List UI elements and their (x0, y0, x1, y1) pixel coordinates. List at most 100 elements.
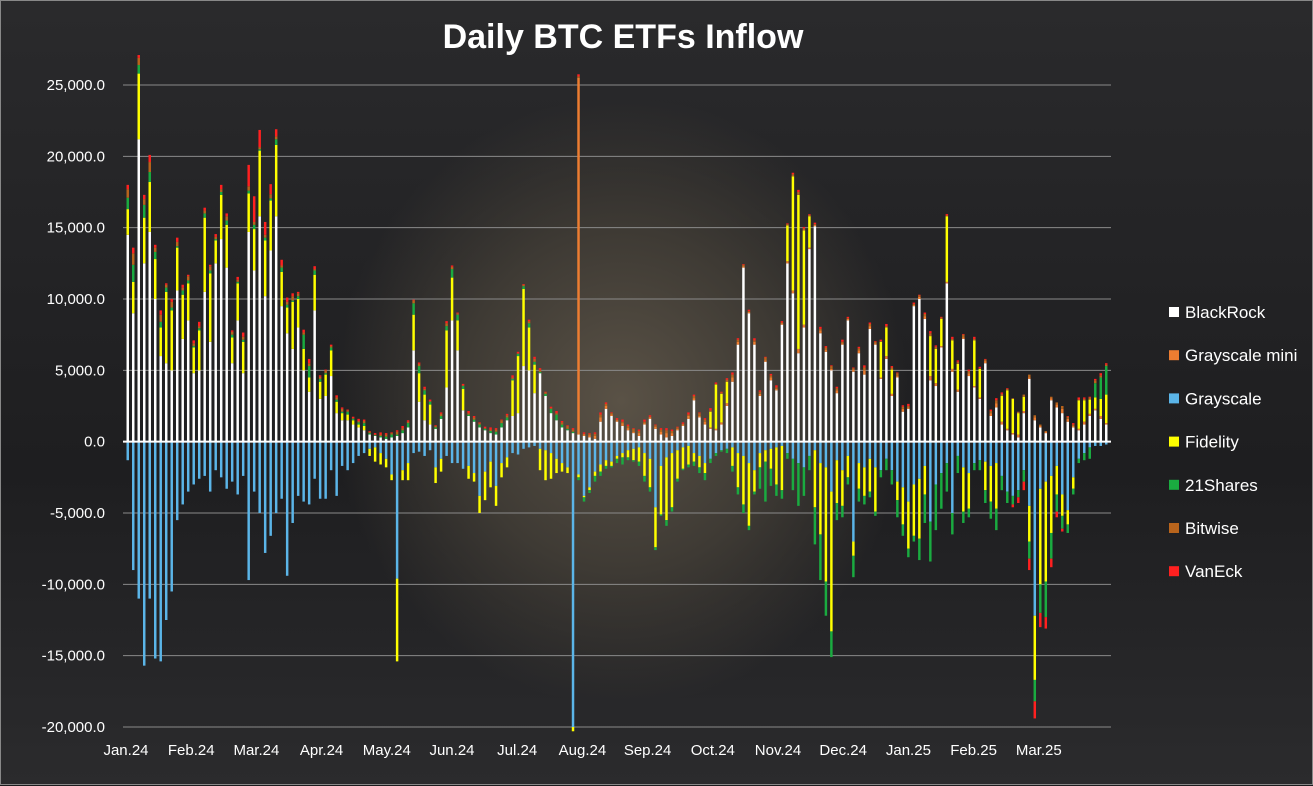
x-tick-label: Oct.24 (691, 742, 735, 759)
bar-segment (951, 371, 954, 442)
bar-segment (720, 392, 723, 394)
bar-segment (599, 414, 602, 418)
bar-segment (940, 317, 943, 319)
bar-segment (368, 448, 371, 456)
bar-segment (984, 461, 987, 491)
bar-segment (351, 418, 355, 421)
bar-segment (1022, 396, 1026, 411)
bar-segment (390, 432, 393, 434)
bar-segment (962, 333, 965, 335)
bar-segment (747, 441, 751, 464)
bar-segment (159, 310, 162, 315)
bar-segment (1061, 413, 1064, 442)
bar-segment (604, 406, 608, 409)
bar-segment (593, 433, 597, 436)
bar-segment (780, 322, 784, 324)
bar-segment (885, 327, 888, 357)
bar-segment (401, 430, 404, 434)
bar-segment (384, 441, 388, 459)
bar-segment (1050, 398, 1053, 401)
bar-segment (588, 437, 591, 442)
bar-segment (615, 455, 619, 459)
x-tick-label: Jan.25 (886, 742, 931, 759)
bar-segment (340, 407, 344, 409)
bar-segment (434, 425, 437, 426)
bar-segment (434, 467, 437, 484)
bar-segment (379, 435, 382, 438)
bar-segment (511, 378, 514, 381)
bar-segment (797, 348, 800, 354)
bar-segment (164, 441, 168, 620)
bar-segment (1000, 475, 1004, 491)
bar-segment (857, 441, 861, 464)
bar-segment (978, 366, 982, 369)
bar-segment (824, 349, 828, 352)
bar-segment (725, 379, 729, 382)
bar-segment (450, 441, 454, 464)
bar-segment (324, 370, 327, 374)
bar-segment (907, 441, 910, 502)
bar-segment (1033, 415, 1037, 418)
bar-segment (637, 447, 641, 462)
bar-segment (637, 461, 641, 466)
bar-segment (703, 473, 707, 481)
bar-segment (346, 420, 349, 442)
bar-segment (154, 244, 157, 248)
bar-segment (588, 441, 591, 488)
bar-segment (676, 427, 679, 429)
bar-segment (885, 323, 888, 327)
bar-segment (362, 419, 366, 421)
bar-segment (819, 328, 822, 331)
bar-segment (489, 427, 492, 430)
bar-segment (874, 341, 877, 344)
bar-segment (621, 441, 624, 454)
bar-segment (1033, 701, 1037, 719)
bar-segment (918, 538, 921, 561)
bar-segment (241, 373, 245, 442)
x-tick-label: Jan.24 (103, 742, 148, 759)
bar-segment (1044, 441, 1048, 482)
bar-segment (329, 346, 333, 348)
bar-segment (659, 428, 663, 430)
bar-segment (252, 224, 256, 230)
bar-segment (681, 468, 685, 471)
bar-segment (571, 429, 575, 432)
bar-segment (1033, 615, 1037, 680)
bar-segment (1055, 402, 1059, 405)
bar-segment (280, 259, 283, 266)
bar-segment (956, 363, 960, 390)
x-tick-label: Mar.24 (233, 742, 279, 759)
bar-segment (159, 314, 162, 322)
bar-segment (951, 338, 954, 341)
bar-segment (725, 403, 729, 406)
bar-segment (929, 336, 932, 377)
bar-segment (1105, 423, 1108, 425)
bar-segment (973, 386, 976, 388)
bar-segment (846, 316, 850, 319)
bar-segment (995, 398, 998, 401)
bar-segment (203, 291, 206, 442)
bar-segment (170, 370, 173, 442)
bar-segment (143, 204, 146, 218)
bar-segment (511, 380, 514, 416)
bar-segment (802, 467, 806, 496)
bar-segment (494, 485, 498, 506)
bar-segment (538, 448, 542, 471)
bar-segment (978, 368, 982, 369)
bar-segment (307, 363, 311, 367)
bar-segment (1072, 425, 1075, 428)
bar-segment (335, 397, 338, 400)
bar-segment (340, 411, 344, 414)
bar-segment (698, 455, 701, 468)
bar-segment (1039, 425, 1042, 428)
bar-segment (995, 407, 998, 442)
bar-segment (335, 399, 338, 402)
bar-segment (846, 441, 850, 456)
bar-segment (285, 297, 289, 302)
bar-segment (1017, 411, 1020, 414)
bar-segment (445, 323, 448, 327)
bar-segment (461, 410, 465, 442)
bar-segment (626, 457, 630, 461)
bar-segment (1028, 374, 1031, 378)
bar-segment (731, 381, 734, 442)
